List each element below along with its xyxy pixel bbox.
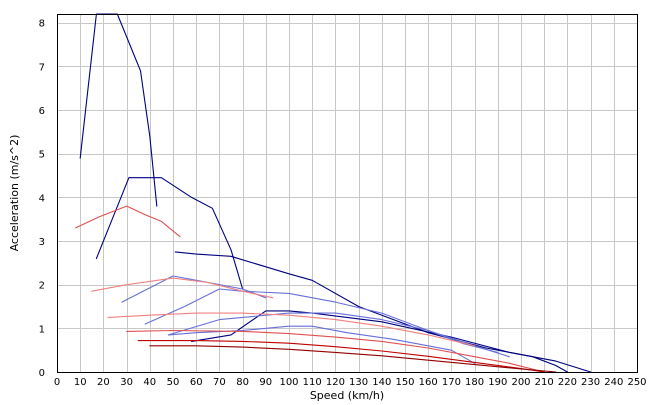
x-tick-label: 210 <box>535 377 554 388</box>
x-tick-label: 250 <box>627 377 646 388</box>
y-tick-label: 5 <box>39 150 45 161</box>
x-tick-label: 230 <box>581 377 600 388</box>
x-tick-label: 30 <box>120 377 133 388</box>
y-tick-label: 3 <box>39 237 45 248</box>
series-line-13 <box>137 340 545 373</box>
series-line-8 <box>167 325 476 364</box>
x-tick-label: 140 <box>372 377 391 388</box>
x-tick-label: 90 <box>259 377 272 388</box>
grid <box>57 14 638 373</box>
series-line-12 <box>126 329 545 373</box>
y-tick-label: 8 <box>39 19 45 30</box>
y-tick-label: 6 <box>39 106 45 117</box>
x-tick-label: 180 <box>465 377 484 388</box>
y-axis-label: Acceleration (m/s^2) <box>8 135 21 252</box>
series-line-4 <box>191 310 592 373</box>
plot-frame <box>57 14 638 373</box>
x-tick-label: 100 <box>279 377 298 388</box>
x-tick-labels: 0 10 20 30 40 50 60 70 80 90 100 110 120 130 140 150 160… <box>54 377 647 388</box>
x-tick-label: 120 <box>326 377 345 388</box>
series-line-3 <box>174 251 568 373</box>
x-tick-label: 10 <box>74 377 87 388</box>
x-axis-label: Speed (km/h) <box>310 389 384 402</box>
x-tick-label: 20 <box>97 377 110 388</box>
x-tick-label: 150 <box>395 377 414 388</box>
y-tick-labels: 0 1 2 3 4 5 6 7 8 <box>39 19 45 379</box>
x-tick-label: 0 <box>54 377 60 388</box>
x-tick-label: 190 <box>488 377 507 388</box>
y-tick-label: 7 <box>39 62 45 73</box>
x-tick-label: 170 <box>442 377 461 388</box>
series-line-10 <box>91 277 274 299</box>
series-line-1 <box>79 13 158 207</box>
x-tick-label: 50 <box>167 377 180 388</box>
x-tick-label: 70 <box>213 377 226 388</box>
x-tick-label: 220 <box>558 377 577 388</box>
series-lines <box>75 13 592 373</box>
series-line-9 <box>75 205 181 238</box>
y-tick-label: 2 <box>39 281 45 292</box>
series-line-5 <box>121 275 267 303</box>
series-line-14 <box>149 345 557 373</box>
x-tick-label: 80 <box>236 377 249 388</box>
x-tick-label: 40 <box>143 377 156 388</box>
x-tick-label: 130 <box>349 377 368 388</box>
y-tick-label: 0 <box>39 368 45 379</box>
x-tick-label: 110 <box>303 377 322 388</box>
x-tick-label: 60 <box>190 377 203 388</box>
x-tick-label: 240 <box>604 377 623 388</box>
y-tick-label: 1 <box>39 324 45 335</box>
x-tick-label: 160 <box>419 377 438 388</box>
y-tick-label: 4 <box>39 193 45 204</box>
x-tick-label: 200 <box>511 377 530 388</box>
series-line-6 <box>144 288 510 358</box>
series-line-2 <box>95 177 244 290</box>
series-line-11 <box>107 312 476 347</box>
